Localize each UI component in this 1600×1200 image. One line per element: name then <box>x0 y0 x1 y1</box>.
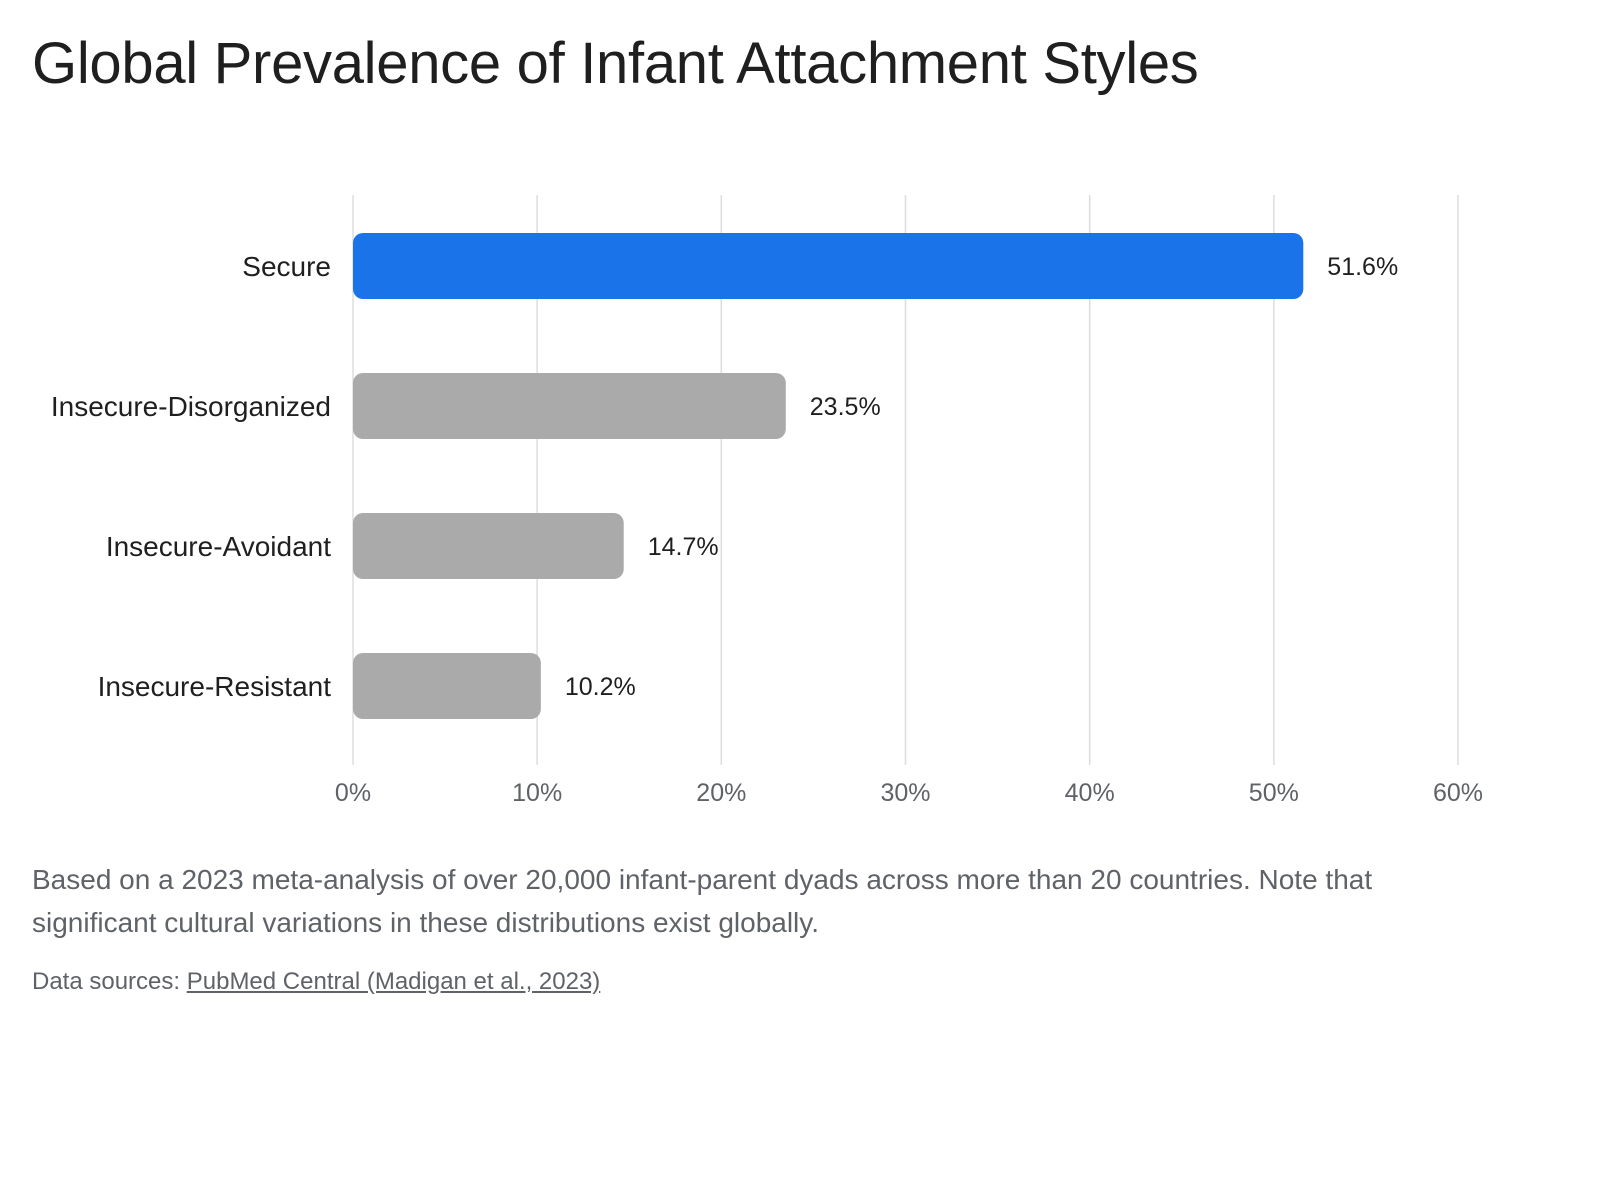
x-tick-label: 20% <box>696 779 746 807</box>
bar-insecure-disorganized <box>353 373 786 439</box>
chart-note: Based on a 2023 meta-analysis of over 20… <box>32 864 1373 938</box>
value-label: 23.5% <box>810 393 881 421</box>
bar-insecure-avoidant <box>353 513 624 579</box>
value-label: 10.2% <box>565 673 636 701</box>
x-tick-label: 10% <box>512 779 562 807</box>
category-label: Insecure-Resistant <box>98 671 332 702</box>
bars <box>353 233 1304 719</box>
value-label: 14.7% <box>648 533 719 561</box>
x-tick-label: 40% <box>1065 779 1115 807</box>
x-tick-label: 50% <box>1249 779 1299 807</box>
bar-insecure-resistant <box>353 653 541 719</box>
category-label: Secure <box>242 251 331 282</box>
category-label: Insecure-Avoidant <box>106 531 331 562</box>
x-tick-label: 30% <box>880 779 930 807</box>
value-label: 51.6% <box>1327 253 1398 281</box>
category-label: Insecure-Disorganized <box>51 391 331 422</box>
chart-title: Global Prevalence of Infant Attachment S… <box>32 31 1199 96</box>
sources-prefix: Data sources: <box>32 968 187 995</box>
bar-chart: 0% 10% 20% 30% 40% 50% 60% Secure 51.6% Insecure-… <box>51 195 1483 807</box>
x-tick-label: 0% <box>335 779 371 807</box>
labels: 0% 10% 20% 30% 40% 50% 60% Secure 51.6% Insecure-… <box>51 251 1483 807</box>
data-sources: Data sources: PubMed Central (Madigan et… <box>32 968 600 996</box>
x-tick-label: 60% <box>1433 779 1483 807</box>
bar-secure <box>353 233 1304 299</box>
source-link[interactable]: PubMed Central (Madigan et al., 2023) <box>186 968 601 995</box>
